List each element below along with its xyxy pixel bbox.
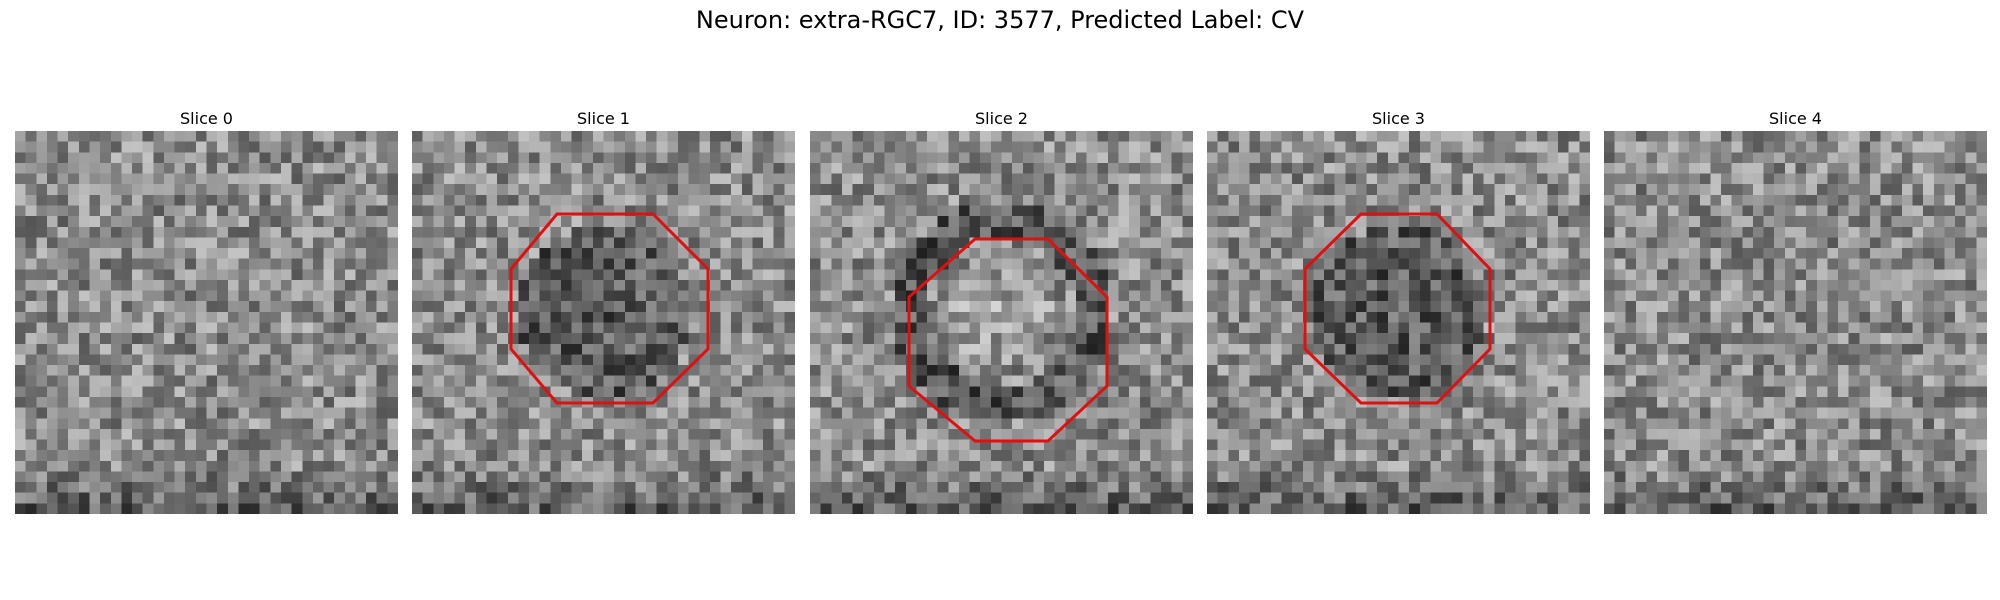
cell-outline <box>509 212 710 405</box>
slice-panel-3: Slice 3 <box>1207 107 1590 514</box>
octagon-outline <box>509 212 710 405</box>
cell-outline <box>907 237 1109 443</box>
slice-title: Slice 1 <box>577 109 630 128</box>
grayscale-slice-image <box>412 131 795 514</box>
slice-panel-1: Slice 1 <box>412 107 795 514</box>
slice-title: Slice 0 <box>180 109 233 128</box>
figure-title: Neuron: extra-RGC7, ID: 3577, Predicted … <box>695 6 1305 34</box>
slice-image <box>1604 131 1987 514</box>
slice-title: Slice 4 <box>1769 109 1822 128</box>
slice-image <box>15 131 398 514</box>
cell-outline <box>1303 212 1492 405</box>
slice-panel-4: Slice 4 <box>1604 107 1987 514</box>
slice-title: Slice 3 <box>1372 109 1425 128</box>
slice-image <box>810 131 1193 514</box>
grayscale-slice-image <box>1604 131 1987 514</box>
slice-image <box>412 131 795 514</box>
slice-title: Slice 2 <box>975 109 1028 128</box>
grayscale-slice-image <box>1207 131 1590 514</box>
octagon-outline <box>907 237 1109 443</box>
grayscale-slice-image <box>810 131 1193 514</box>
slice-image <box>1207 131 1590 514</box>
slice-panel-0: Slice 0 <box>15 107 398 514</box>
octagon-outline <box>1303 212 1492 405</box>
slice-panel-2: Slice 2 <box>810 107 1193 514</box>
grayscale-slice-image <box>15 131 398 514</box>
